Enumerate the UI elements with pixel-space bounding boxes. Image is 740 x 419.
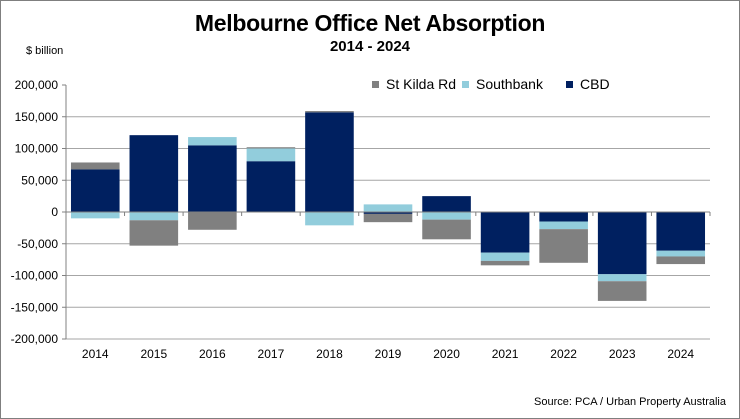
bar-southbank-2018	[305, 212, 354, 226]
bar-st-kilda-rd-2017	[246, 147, 296, 149]
x-tick-label: 2022	[550, 347, 577, 361]
y-tick-label: -200,000	[11, 332, 59, 346]
bar-cbd-2022	[539, 212, 588, 222]
source-note: Source: PCA / Urban Property Australia	[534, 396, 726, 408]
bar-st-kilda-rd-2023	[597, 281, 647, 301]
legend-label-southbank: Southbank	[476, 76, 544, 92]
x-tick-label: 2015	[140, 347, 167, 361]
y-tick-label: 50,000	[21, 173, 58, 187]
chart-subtitle: 2014 - 2024	[329, 38, 411, 55]
x-tick-label: 2021	[492, 347, 519, 361]
bar-st-kilda-rd-2018	[305, 111, 354, 113]
x-tick-label: 2018	[316, 347, 343, 361]
y-tick-label: -150,000	[11, 300, 59, 314]
legend-label-cbd: CBD	[580, 76, 610, 92]
y-tick-label: 100,000	[15, 142, 59, 156]
bar-st-kilda-rd-2019	[363, 213, 413, 223]
x-tick-label: 2014	[82, 347, 109, 361]
bar-southbank-2021	[480, 252, 530, 261]
bar-cbd-2014	[70, 169, 120, 212]
y-tick-label: 0	[51, 205, 58, 219]
bar-cbd-2024	[656, 212, 706, 251]
chart-title: Melbourne Office Net Absorption	[194, 10, 546, 36]
x-tick-label: 2017	[258, 347, 285, 361]
bar-southbank-2020	[422, 212, 471, 220]
bar-southbank-2022	[539, 221, 588, 230]
legend-swatch-southbank	[462, 81, 469, 88]
bar-southbank-2019	[363, 204, 413, 212]
bar-cbd-2020	[422, 196, 471, 212]
bar-cbd-2017	[246, 161, 296, 212]
y-axis-unit-label: $ billion	[26, 45, 64, 57]
axes	[62, 84, 711, 340]
x-tick-label: 2016	[199, 347, 226, 361]
bar-cbd-2021	[480, 212, 530, 253]
x-tick-label: 2023	[609, 347, 636, 361]
bar-southbank-2024	[656, 250, 706, 257]
bar-st-kilda-rd-2014	[70, 162, 120, 170]
legend: St Kilda Rd Southbank CBD	[372, 76, 610, 92]
legend-swatch-cbd	[566, 81, 573, 88]
bars	[70, 111, 706, 301]
y-tick-labels: 200,000 150,000 100,000 50,000 0 -50,000 -100,…	[11, 78, 59, 346]
bar-st-kilda-rd-2015	[129, 220, 179, 246]
y-tick-label: -50,000	[17, 237, 58, 251]
x-tick-label: 2019	[375, 347, 402, 361]
bar-cbd-2018	[305, 112, 354, 212]
bar-southbank-2016	[188, 137, 237, 146]
bar-southbank-2014	[70, 212, 120, 219]
bar-southbank-2017	[246, 148, 296, 162]
x-tick-label: 2024	[667, 347, 694, 361]
bar-st-kilda-rd-2022	[539, 229, 588, 263]
bar-southbank-2023	[597, 274, 647, 282]
bar-cbd-2019	[363, 212, 413, 214]
bar-cbd-2016	[188, 145, 237, 212]
y-tick-label: -100,000	[11, 269, 59, 283]
bar-cbd-2015	[129, 135, 179, 212]
legend-swatch-st-kilda-rd	[372, 81, 379, 88]
bar-st-kilda-rd-2016	[188, 212, 237, 230]
y-tick-label: 200,000	[15, 78, 59, 92]
legend-label-st-kilda-rd: St Kilda Rd	[386, 76, 456, 92]
bar-st-kilda-rd-2024	[656, 256, 706, 265]
x-tick-label: 2020	[433, 347, 460, 361]
bar-st-kilda-rd-2020	[422, 219, 471, 240]
y-tick-label: 150,000	[15, 110, 59, 124]
bar-st-kilda-rd-2021	[480, 260, 530, 266]
bar-cbd-2023	[597, 212, 647, 275]
x-tick-labels: 2014 2015 2016 2017 2018 2019 2020 2021 2022 2023…	[82, 347, 694, 361]
bar-southbank-2015	[129, 212, 179, 221]
